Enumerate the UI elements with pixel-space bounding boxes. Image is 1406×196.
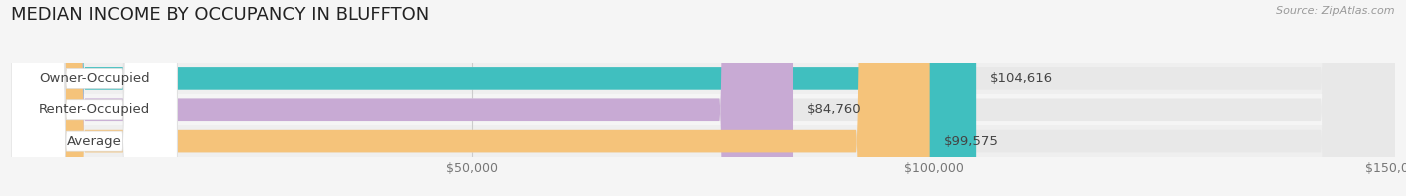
FancyBboxPatch shape [11, 125, 1395, 157]
FancyBboxPatch shape [11, 0, 1395, 196]
Text: $84,760: $84,760 [807, 103, 862, 116]
FancyBboxPatch shape [11, 0, 929, 196]
FancyBboxPatch shape [11, 0, 177, 196]
FancyBboxPatch shape [11, 63, 1395, 94]
Text: Average: Average [67, 135, 122, 148]
FancyBboxPatch shape [11, 0, 1395, 196]
Text: Source: ZipAtlas.com: Source: ZipAtlas.com [1277, 6, 1395, 16]
Text: MEDIAN INCOME BY OCCUPANCY IN BLUFFTON: MEDIAN INCOME BY OCCUPANCY IN BLUFFTON [11, 6, 429, 24]
Text: Renter-Occupied: Renter-Occupied [38, 103, 150, 116]
FancyBboxPatch shape [11, 0, 177, 196]
FancyBboxPatch shape [11, 0, 1395, 196]
Text: $99,575: $99,575 [943, 135, 998, 148]
FancyBboxPatch shape [11, 0, 793, 196]
Text: Owner-Occupied: Owner-Occupied [39, 72, 149, 85]
FancyBboxPatch shape [11, 0, 177, 196]
Text: $104,616: $104,616 [990, 72, 1053, 85]
FancyBboxPatch shape [11, 94, 1395, 125]
FancyBboxPatch shape [11, 0, 976, 196]
